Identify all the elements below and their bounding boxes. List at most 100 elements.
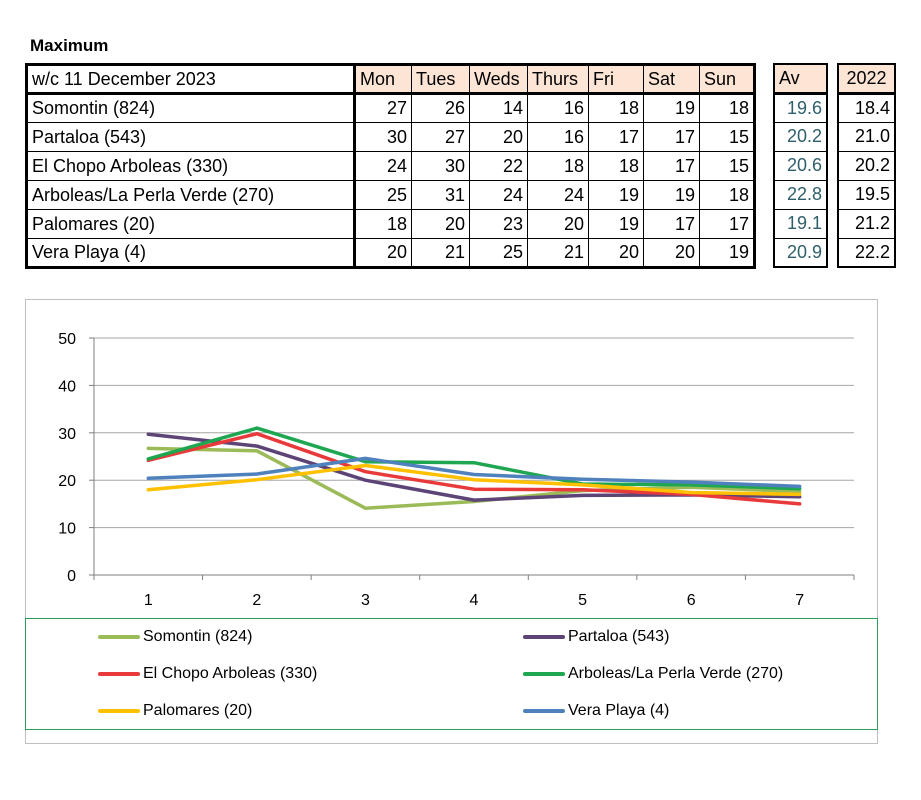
legend-item: Somontin (824) [98,628,252,646]
temperature-cell: 17 [643,122,700,152]
average-cell: 22.8 [773,179,828,210]
legend-item: El Chopo Arboleas (330) [98,665,317,683]
day-header: Sat [643,64,700,95]
station-name: Somontin (824) [26,93,356,123]
year-2022-cell: 22.2 [837,237,896,268]
temperature-cell: 18 [699,93,755,123]
temperature-cell: 26 [411,93,470,123]
x-tick-label: 5 [578,592,587,609]
x-tick-label: 3 [361,592,370,609]
temperature-cell: 21 [527,238,589,268]
legend-label: Somontin (824) [143,628,253,645]
table-row: Partaloa (543) 30 27 20 16 17 17 15 [26,122,755,152]
temperature-cell: 18 [354,209,412,239]
temperature-cell: 20 [588,238,644,268]
temperature-cell: 15 [699,122,755,152]
day-header: Fri [588,64,644,95]
temperature-cell: 21 [411,238,470,268]
station-name: El Chopo Arboleas (330) [26,151,356,181]
station-name: Arboleas/La Perla Verde (270) [26,180,356,210]
legend-swatch [523,635,565,639]
temperature-cell: 20 [527,209,589,239]
temperature-cell: 24 [354,151,412,181]
temperature-cell: 16 [527,122,589,152]
temperature-cell: 17 [643,151,700,181]
week-label: w/c 11 December 2023 [26,64,356,95]
legend-swatch [98,635,140,639]
temperature-cell: 23 [469,209,528,239]
legend-swatch [523,672,565,676]
temperature-cell: 31 [411,180,470,210]
temperature-cell: 20 [354,238,412,268]
legend-item: Vera Playa (4) [523,702,669,720]
station-name: Partaloa (543) [26,122,356,152]
legend-item: Partaloa (543) [523,628,669,646]
chart-plot: 0 10 20 30 40 50 1 2 3 4 5 6 7 [58,331,855,609]
temperature-cell: 20 [411,209,470,239]
year-header: 2022 [838,64,895,95]
legend-item: Arboleas/La Perla Verde (270) [523,665,783,683]
average-cell: 20.2 [773,121,828,152]
x-tick-label: 4 [470,592,479,609]
day-header: Tues [411,64,470,95]
table-row: Somontin (824) 27 26 14 16 18 19 18 [26,93,755,123]
y-tick-label: 30 [58,426,76,443]
legend-swatch [98,709,140,713]
chart-legend: Somontin (824) Partaloa (543) El Chopo Arb… [25,618,878,730]
temperature-table: w/c 11 December 2023 Mon Tues Weds Thurs… [25,63,756,269]
series-line [146,426,802,491]
average-cell: 20.9 [773,237,828,268]
temperature-cell: 17 [699,209,755,239]
temperature-cell: 30 [411,151,470,181]
legend-swatch [523,709,565,713]
series-line [146,456,802,489]
year-2022-cell: 20.2 [837,150,896,181]
average-cell: 19.6 [773,92,828,123]
year-2022-cell: 21.0 [837,121,896,152]
temperature-cell: 16 [527,93,589,123]
temperature-cell: 17 [588,122,644,152]
series-line [146,431,802,506]
legend-label: Arboleas/La Perla Verde (270) [568,665,784,682]
average-cell: 19.1 [773,208,828,239]
temperature-cell: 18 [527,151,589,181]
line-chart: 0 10 20 30 40 50 1 2 3 4 5 6 7 [25,299,878,744]
temperature-cell: 20 [469,122,528,152]
legend-label: El Chopo Arboleas (330) [143,665,318,682]
day-header: Mon [354,64,412,95]
temperature-cell: 20 [643,238,700,268]
temperature-cell: 19 [588,180,644,210]
y-tick-label: 20 [58,473,76,490]
x-tick-label: 6 [687,592,696,609]
temperature-cell: 18 [699,180,755,210]
temperature-cell: 30 [354,122,412,152]
y-tick-label: 50 [58,331,76,348]
y-tick-label: 0 [67,568,76,585]
temperature-cell: 15 [699,151,755,181]
day-header: Weds [469,64,528,95]
legend-label: Partaloa (543) [568,628,670,645]
table-row: Vera Playa (4) 20 21 25 21 20 20 19 [26,238,755,268]
year-2022-cell: 19.5 [837,179,896,210]
x-tick-label: 2 [252,592,261,609]
temperature-cell: 17 [643,209,700,239]
table-row: El Chopo Arboleas (330) 24 30 22 18 18 17 15 [26,151,755,181]
legend-swatch [98,672,140,676]
year-2022-cell: 18.4 [837,92,896,123]
table-row: Palomares (20) 18 20 23 20 19 17 17 [26,209,755,239]
av-header: Av [774,64,827,95]
temperature-cell: 19 [588,209,644,239]
temperature-cell: 24 [527,180,589,210]
legend-item: Palomares (20) [98,702,252,720]
temperature-cell: 22 [469,151,528,181]
legend-label: Palomares (20) [143,702,253,719]
legend-label: Vera Playa (4) [568,702,670,719]
average-cell: 20.6 [773,150,828,181]
station-name: Palomares (20) [26,209,356,239]
average-table: Av 19.6 20.2 20.6 22.8 19.1 20.9 [773,63,828,268]
temperature-cell: 14 [469,93,528,123]
temperature-cell: 27 [354,93,412,123]
day-header: Sun [699,64,755,95]
station-name: Vera Playa (4) [26,238,356,268]
y-tick-label: 10 [58,521,76,538]
